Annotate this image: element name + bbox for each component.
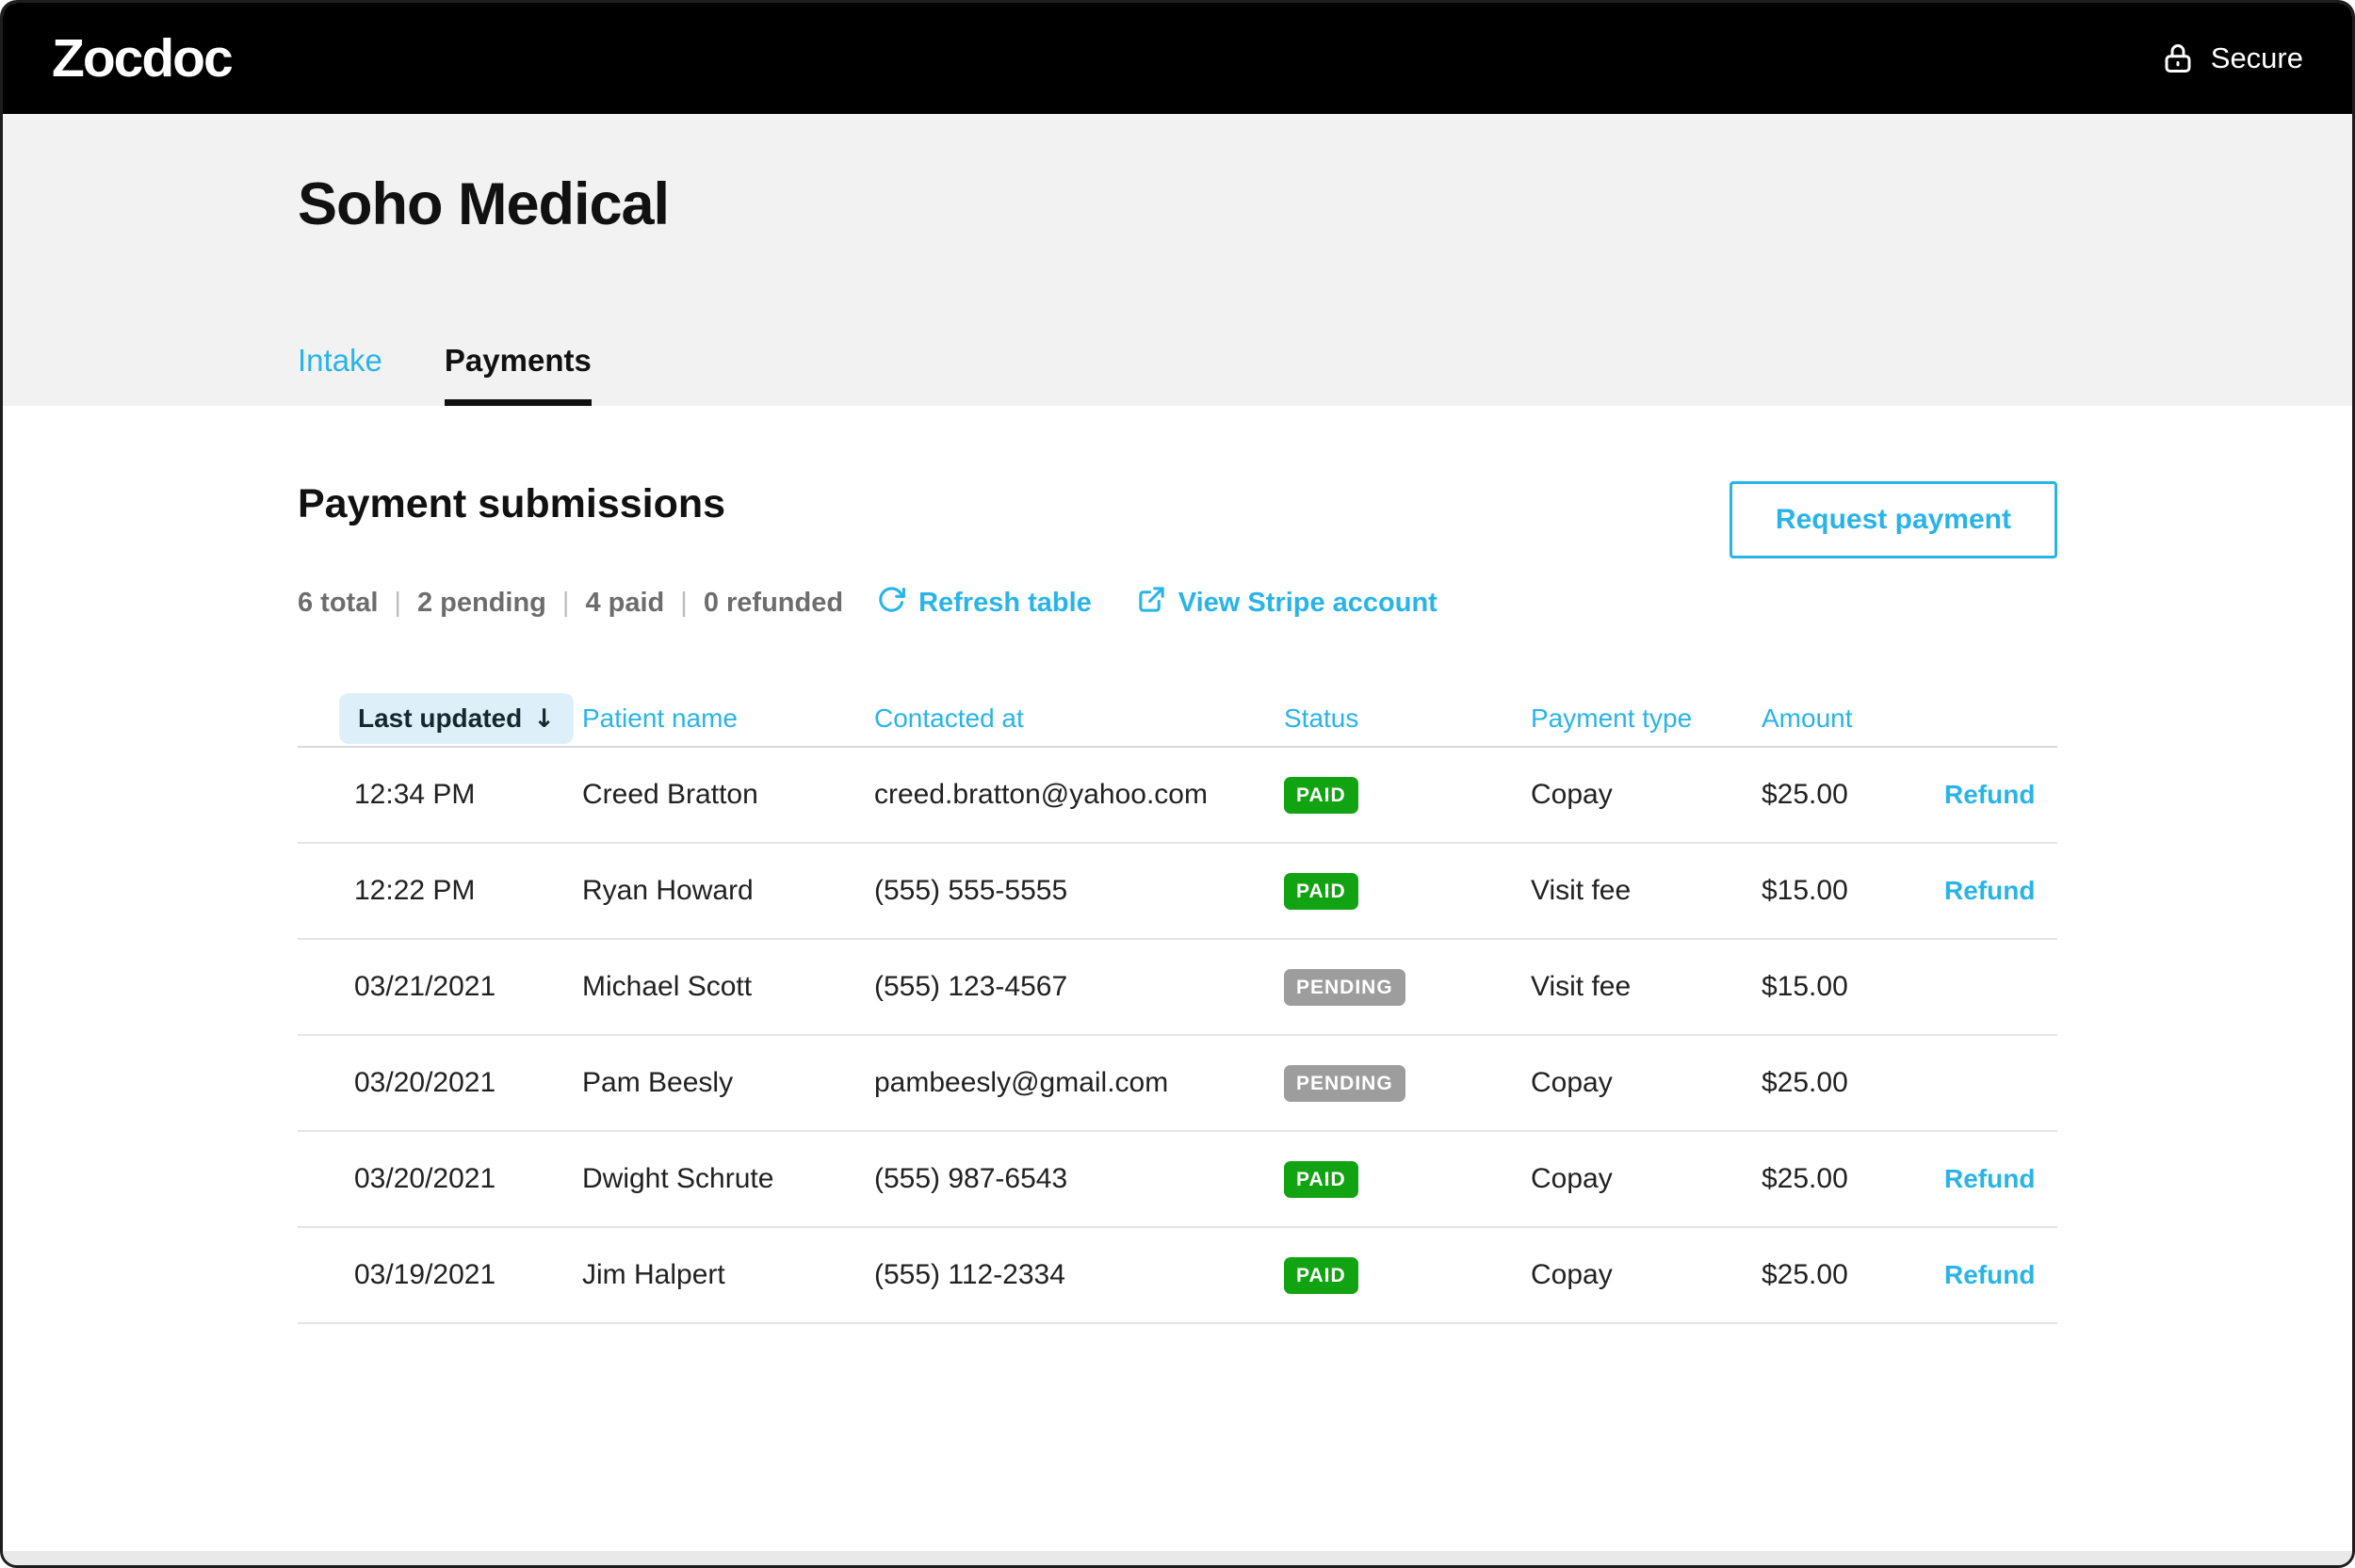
column-header-patient-name[interactable]: Patient name — [582, 703, 738, 733]
cell-patient-name: Michael Scott — [582, 971, 753, 1002]
cell-patient-name: Creed Bratton — [582, 779, 758, 810]
refresh-icon — [877, 585, 906, 622]
cell-patient-name: Pam Beesly — [582, 1067, 734, 1098]
secure-badge: Secure — [2161, 41, 2303, 75]
refund-link[interactable]: Refund — [1944, 876, 2036, 905]
cell-status: PAID — [1284, 1160, 1531, 1198]
stat-paid: 4 paid — [585, 588, 665, 618]
cell-payment-type: Visit fee — [1531, 875, 1632, 906]
lock-icon — [2161, 41, 2195, 75]
view-stripe-label: View Stripe account — [1178, 588, 1437, 618]
cell-contacted-at: pambeesly@gmail.com — [874, 1067, 1169, 1098]
status-badge: PAID — [1284, 1160, 1358, 1198]
column-header-status[interactable]: Status — [1284, 703, 1359, 733]
cell-payment-type: Copay — [1531, 1259, 1613, 1290]
cell-last-updated: 03/20/2021 — [354, 1067, 496, 1098]
stat-total: 6 total — [298, 588, 379, 618]
refresh-table-label: Refresh table — [918, 588, 1092, 618]
stat-separator: | — [680, 588, 688, 618]
table-row: 12:22 PM Ryan Howard (555) 555-5555 PAID Vis… — [298, 844, 2057, 940]
cell-status: PENDING — [1284, 1064, 1531, 1102]
stat-separator: | — [561, 588, 570, 618]
summary-row: 6 total | 2 pending | 4 paid | 0 refunde… — [298, 585, 2057, 622]
cell-contacted-at: (555) 987-6543 — [874, 1163, 1068, 1194]
cell-amount: $25.00 — [1762, 779, 1848, 810]
cell-payment-type: Copay — [1531, 779, 1613, 810]
cell-patient-name: Dwight Schrute — [582, 1163, 774, 1194]
cell-contacted-at: creed.bratton@yahoo.com — [874, 779, 1208, 810]
payments-table: Last updated ↓ Patient name Contacted at… — [298, 691, 2057, 1324]
tab-intake[interactable]: Intake — [298, 343, 382, 378]
cell-amount: $15.00 — [1762, 971, 1848, 1002]
zocdoc-logo[interactable]: Zocdoc — [52, 28, 234, 89]
sort-descending-icon: ↓ — [533, 703, 555, 734]
status-badge: PAID — [1284, 872, 1358, 910]
cell-last-updated: 03/20/2021 — [354, 1163, 496, 1194]
cell-contacted-at: (555) 123-4567 — [874, 971, 1068, 1002]
status-badge: PAID — [1284, 1256, 1358, 1294]
practice-header: Soho Medical Intake Payments — [3, 114, 2352, 406]
cell-patient-name: Jim Halpert — [582, 1259, 725, 1290]
cell-action: Refund — [1944, 1259, 2057, 1291]
column-header-last-updated: Last updated — [358, 703, 523, 733]
stat-pending: 2 pending — [416, 588, 546, 618]
refund-link[interactable]: Refund — [1944, 1260, 2036, 1289]
cell-status: PENDING — [1284, 968, 1531, 1006]
table-row: 03/21/2021 Michael Scott (555) 123-4567 PEN… — [298, 940, 2057, 1036]
cell-status: PAID — [1284, 872, 1531, 910]
tab-payments[interactable]: Payments — [444, 343, 592, 406]
stat-separator: | — [394, 588, 401, 618]
status-badge: PENDING — [1284, 968, 1405, 1006]
cell-contacted-at: (555) 555-5555 — [874, 875, 1068, 906]
cell-last-updated: 12:34 PM — [354, 779, 476, 810]
external-link-icon — [1137, 585, 1166, 622]
sort-by-last-updated[interactable]: Last updated ↓ — [339, 693, 574, 744]
cell-amount: $25.00 — [1762, 1163, 1848, 1194]
cell-payment-type: Copay — [1531, 1067, 1613, 1098]
column-header-payment-type[interactable]: Payment type — [1531, 703, 1693, 733]
request-payment-button[interactable]: Request payment — [1729, 481, 2057, 558]
cell-last-updated: 03/21/2021 — [354, 971, 496, 1002]
section-title: Payment submissions — [298, 481, 726, 526]
cell-status: PAID — [1284, 776, 1531, 814]
table-row: 03/20/2021 Pam Beesly pambeesly@gmail.com P… — [298, 1036, 2057, 1132]
page-title: Soho Medical — [298, 171, 670, 237]
cell-contacted-at: (555) 112-2334 — [874, 1259, 1065, 1290]
cell-last-updated: 03/19/2021 — [354, 1259, 496, 1290]
cell-status: PAID — [1284, 1256, 1531, 1294]
tab-bar: Intake Payments — [298, 343, 2057, 406]
cell-action: Refund — [1944, 779, 2057, 811]
status-badge: PENDING — [1284, 1064, 1405, 1102]
status-badge: PAID — [1284, 776, 1358, 814]
cell-amount: $15.00 — [1762, 875, 1848, 906]
horizontal-scrollbar[interactable] — [3, 1551, 2352, 1565]
stat-refunded: 0 refunded — [703, 588, 844, 618]
cell-amount: $25.00 — [1762, 1259, 1848, 1290]
refund-link[interactable]: Refund — [1944, 780, 2036, 809]
payments-panel: Payment submissions Request payment 6 to… — [3, 406, 2352, 1324]
column-header-amount[interactable]: Amount — [1762, 703, 1853, 733]
cell-amount: $25.00 — [1762, 1067, 1848, 1098]
topbar: Zocdoc Secure — [3, 3, 2352, 114]
table-row: 03/20/2021 Dwight Schrute (555) 987-6543 PA… — [298, 1132, 2057, 1228]
view-stripe-account-link[interactable]: View Stripe account — [1137, 585, 1437, 622]
refund-link[interactable]: Refund — [1944, 1164, 2036, 1193]
cell-patient-name: Ryan Howard — [582, 875, 754, 906]
table-row: 03/19/2021 Jim Halpert (555) 112-2334 PAID C… — [298, 1228, 2057, 1324]
cell-payment-type: Visit fee — [1531, 971, 1632, 1002]
cell-action: Refund — [1944, 875, 2057, 907]
table-row: 12:34 PM Creed Bratton creed.bratton@yahoo… — [298, 748, 2057, 844]
table-body: 12:34 PM Creed Bratton creed.bratton@yahoo… — [298, 748, 2057, 1324]
column-header-contacted-at[interactable]: Contacted at — [874, 703, 1024, 733]
cell-last-updated: 12:22 PM — [354, 875, 476, 906]
refresh-table-link[interactable]: Refresh table — [877, 585, 1092, 622]
table-header-row: Last updated ↓ Patient name Contacted at… — [298, 691, 2057, 748]
secure-label: Secure — [2210, 41, 2303, 74]
cell-payment-type: Copay — [1531, 1163, 1613, 1194]
cell-action: Refund — [1944, 1163, 2057, 1195]
